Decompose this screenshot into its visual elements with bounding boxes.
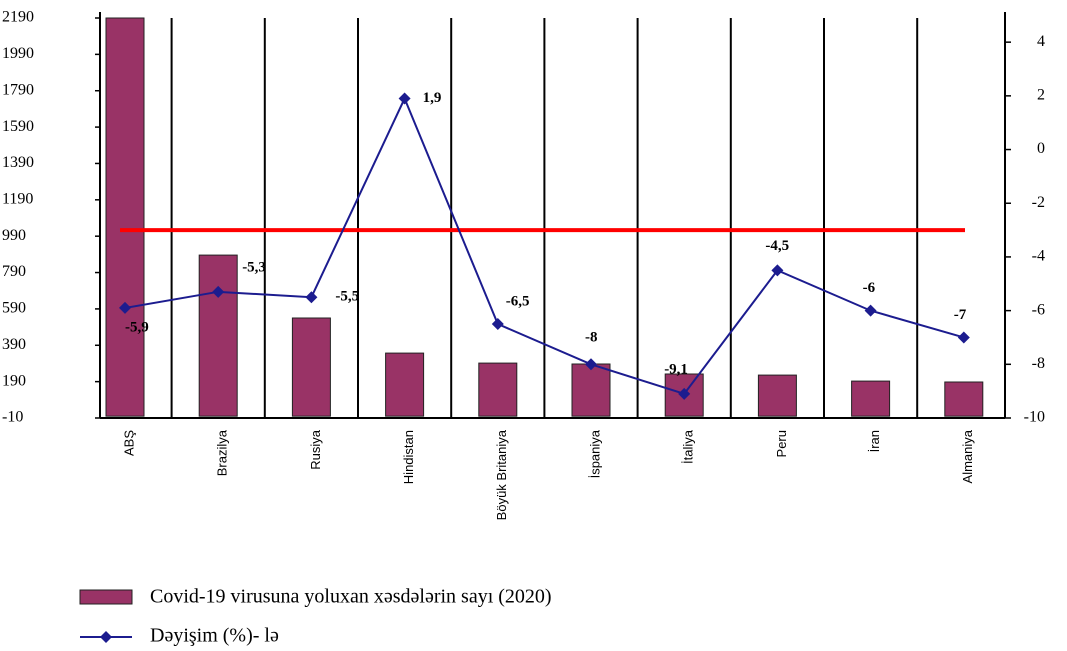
bar	[851, 380, 891, 417]
legend-marker	[100, 631, 112, 643]
x-tick-label: Peru	[774, 430, 789, 457]
x-tick-label: İtaliya	[681, 429, 696, 464]
data-label: -5,9	[125, 319, 149, 335]
data-label: 1,9	[423, 90, 442, 106]
bar	[757, 374, 797, 417]
data-label: -7	[954, 307, 967, 323]
y-tick-label: 1590	[2, 118, 34, 135]
marker	[864, 304, 877, 317]
marker	[305, 291, 318, 304]
y2-tick-label: -2	[1032, 194, 1045, 211]
y2-tick-label: 0	[1037, 140, 1045, 157]
marker	[678, 387, 691, 400]
y-tick-label: 190	[2, 372, 26, 389]
bar	[944, 381, 984, 417]
y-tick-label: -10	[2, 409, 23, 426]
y2-tick-label: -10	[1024, 409, 1045, 426]
x-tick-label: Brazilya	[215, 429, 230, 476]
x-tick-label: Böyük Britaniya	[494, 429, 509, 520]
x-tick-label: Almaniya	[960, 429, 975, 483]
y2-tick-label: 4	[1037, 33, 1045, 50]
data-label: -5,5	[335, 289, 359, 305]
y2-tick-label: -6	[1032, 301, 1045, 318]
y2-tick-label: -8	[1032, 355, 1045, 372]
y-tick-label: 590	[2, 300, 26, 317]
y-tick-label: 990	[2, 227, 26, 244]
line-series	[124, 96, 965, 396]
data-label: -9,1	[664, 361, 688, 377]
x-tick-label: İspaniya	[587, 429, 602, 478]
data-label: -4,5	[765, 238, 789, 254]
bar	[291, 317, 331, 417]
bar	[571, 363, 611, 417]
x-tick-label: İran	[867, 430, 882, 452]
y-tick-label: 1790	[2, 81, 34, 98]
data-label: -6	[863, 280, 876, 296]
marker	[491, 318, 504, 331]
marker	[585, 358, 597, 371]
y-tick-label: 390	[2, 336, 26, 353]
y-tick-label: 2190	[2, 9, 34, 26]
data-label: -8	[585, 330, 598, 346]
marker	[771, 264, 784, 277]
x-tick-label: Hindistan	[401, 430, 416, 484]
marker	[398, 92, 411, 105]
y2-tick-label: 2	[1037, 87, 1045, 104]
y-tick-label: 1390	[2, 154, 34, 171]
bar	[198, 254, 238, 417]
data-label: -5,3	[242, 259, 266, 275]
bar	[385, 352, 425, 417]
marker	[957, 331, 970, 344]
y-tick-label: 790	[2, 263, 26, 280]
bar	[105, 17, 145, 417]
legend-label: Dəyişim (%)- lə	[150, 625, 279, 647]
y-tick-label: 1190	[2, 190, 33, 207]
data-label: -6,5	[506, 293, 530, 309]
y2-tick-label: -4	[1032, 248, 1045, 265]
marker	[119, 301, 131, 314]
y-tick-label: 1990	[2, 45, 34, 62]
marker	[212, 285, 225, 298]
bar	[478, 362, 518, 417]
x-tick-label: ABŞ	[121, 430, 136, 456]
legend-label: Covid-19 virusuna yoluxan xəsdələrin say…	[150, 586, 552, 608]
legend-swatch	[79, 589, 133, 605]
x-tick-label: Rusiya	[308, 429, 323, 470]
